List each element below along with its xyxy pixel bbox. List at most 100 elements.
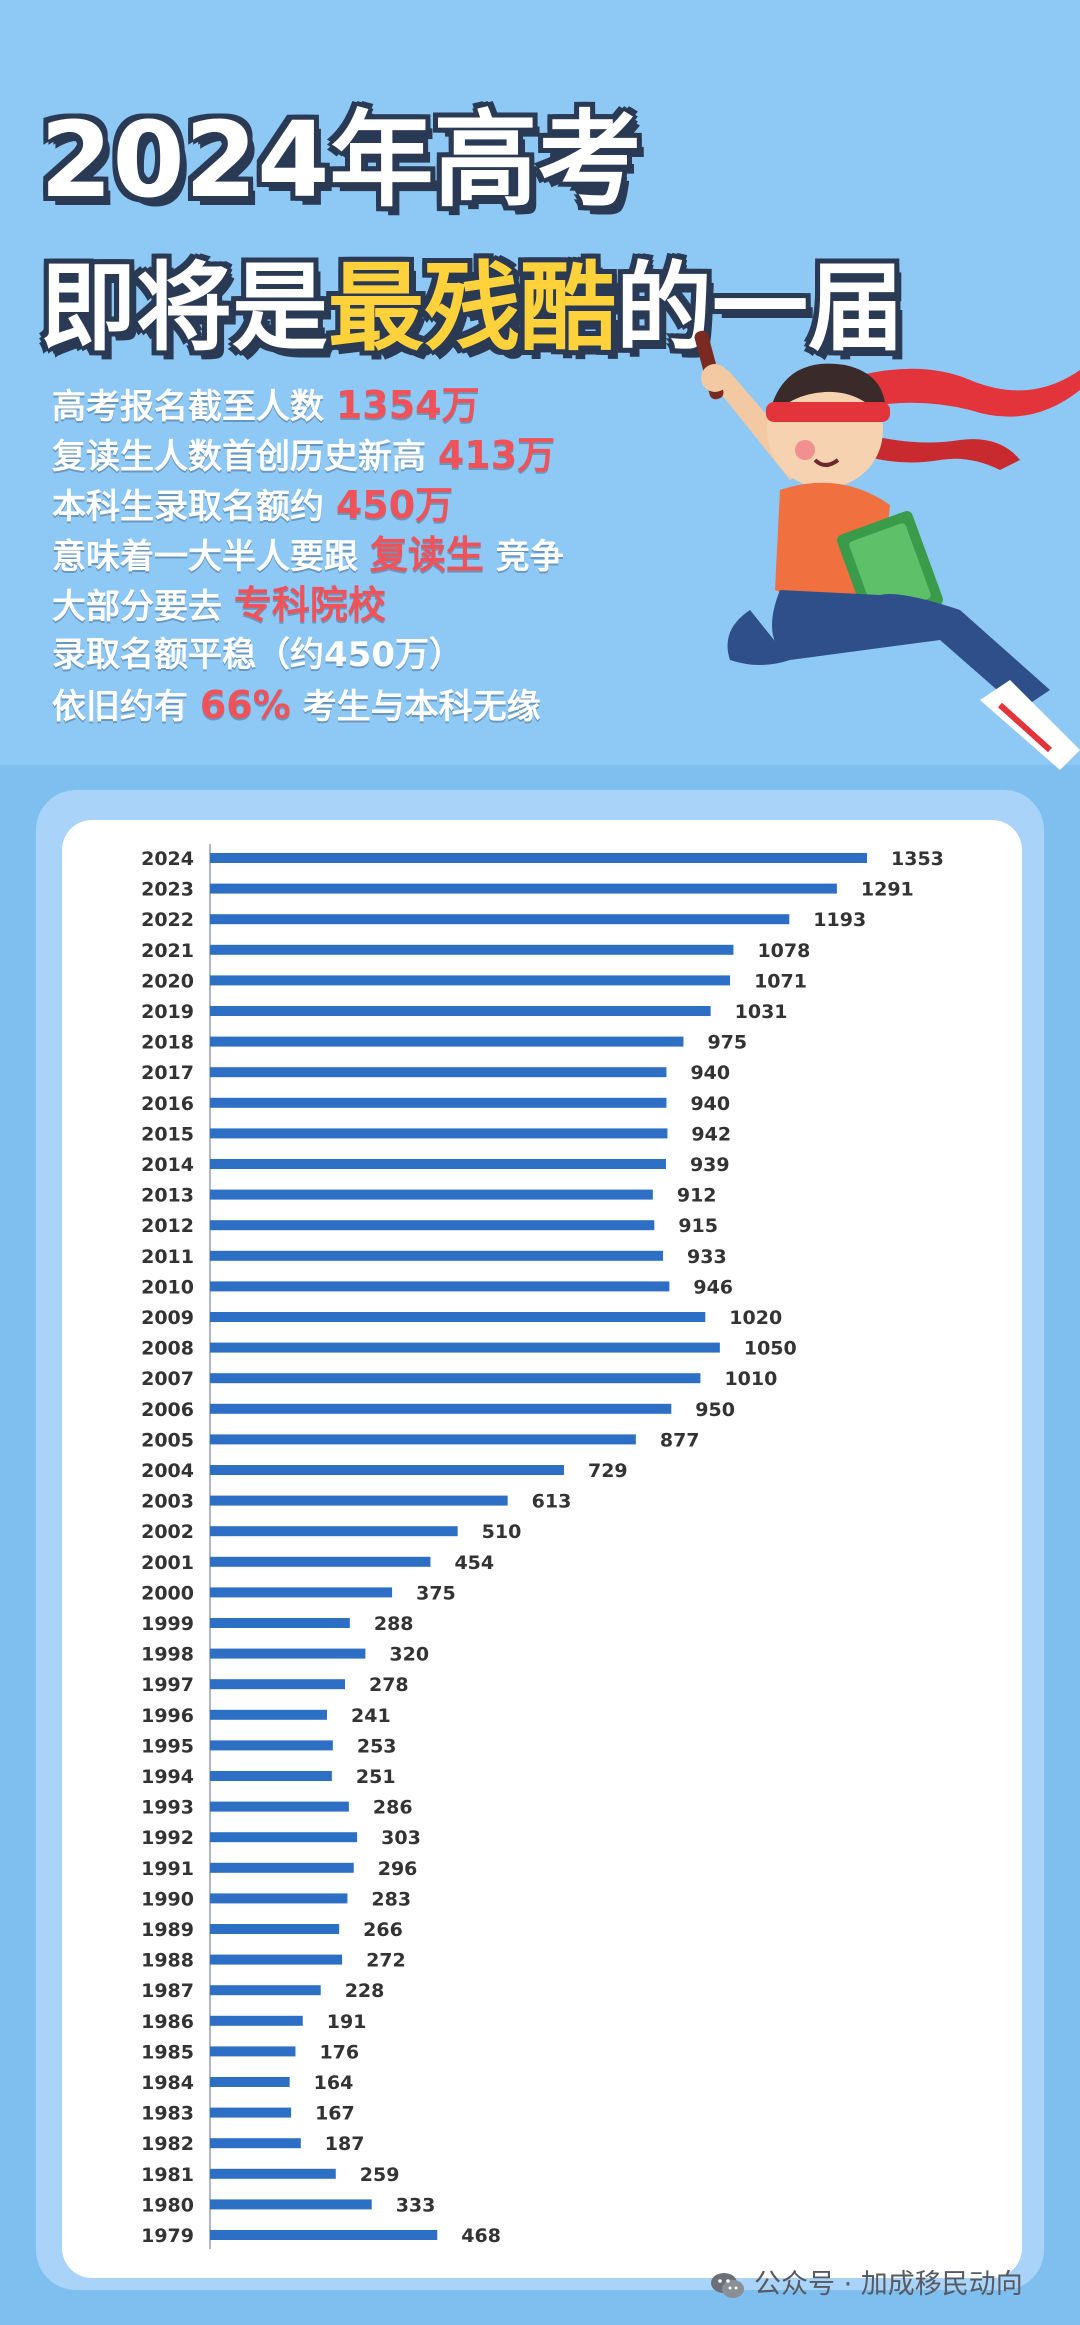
bar-1988 bbox=[210, 1954, 343, 1965]
data-label: 1353 bbox=[891, 848, 944, 870]
bar-2016 bbox=[210, 1097, 667, 1108]
bar-1994 bbox=[210, 1771, 332, 1781]
fact-line: 高考报名截至人数 1354万 bbox=[52, 380, 712, 430]
bar-2018 bbox=[210, 1036, 684, 1047]
tick-label-year: 2008 bbox=[141, 1338, 194, 1360]
title-line-2-post: 的一届 bbox=[616, 252, 904, 364]
tick-label-year: 2023 bbox=[141, 879, 194, 901]
data-label: 1193 bbox=[813, 909, 866, 931]
data-label: 939 bbox=[690, 1154, 730, 1176]
watermark-text: 公众号 · 加成移民动向 bbox=[754, 2269, 1023, 2300]
tick-label-year: 2024 bbox=[141, 848, 194, 870]
tick-label-year: 2015 bbox=[141, 1123, 194, 1145]
fact-line: 复读生人数首创历史新高 413万 bbox=[52, 430, 712, 480]
tick-label-year: 2019 bbox=[141, 1001, 194, 1023]
bar-2021 bbox=[210, 944, 734, 955]
data-label: 950 bbox=[695, 1399, 735, 1421]
tick-label-year: 2005 bbox=[141, 1429, 194, 1451]
fact-line: 本科生录取名额约 450万 bbox=[52, 480, 712, 530]
bar-2003 bbox=[210, 1495, 508, 1506]
tick-label-year: 2013 bbox=[141, 1185, 194, 1207]
bar-1996 bbox=[210, 1709, 328, 1720]
tick-label-year: 1984 bbox=[141, 2072, 194, 2094]
data-label: 278 bbox=[369, 1674, 409, 1696]
bar-2023 bbox=[210, 883, 837, 894]
tick-label-year: 2017 bbox=[141, 1062, 194, 1084]
data-label: 266 bbox=[363, 1919, 403, 1941]
data-label: 167 bbox=[315, 2103, 355, 2125]
bar-1984 bbox=[210, 2077, 290, 2087]
data-label: 251 bbox=[356, 1766, 396, 1788]
tick-label-year: 1996 bbox=[141, 1705, 194, 1727]
data-label: 333 bbox=[396, 2194, 436, 2216]
bar-1983 bbox=[210, 2107, 292, 2118]
bar-1986 bbox=[210, 2015, 303, 2026]
bar-2004 bbox=[210, 1465, 564, 1475]
data-label: 912 bbox=[677, 1185, 717, 1207]
fact-line: 意味着一大半人要跟 复读生 竞争 bbox=[52, 530, 712, 580]
tick-label-year: 2011 bbox=[141, 1246, 194, 1268]
tick-label-year: 2010 bbox=[141, 1276, 194, 1298]
tick-label-year: 1990 bbox=[141, 1888, 194, 1910]
tick-label-year: 1986 bbox=[141, 2011, 194, 2033]
header-banner: 2024年高考 即将是最残酷的一届 高考报名截至人数 1354万 复读生人数首创… bbox=[0, 0, 1080, 770]
tick-label-year: 1983 bbox=[141, 2103, 194, 2125]
bar-2011 bbox=[210, 1250, 664, 1261]
title-line-2: 即将是最残酷的一届 bbox=[40, 250, 904, 366]
data-label: 940 bbox=[690, 1093, 730, 1115]
data-label: 1031 bbox=[735, 1001, 788, 1023]
bar-1979 bbox=[210, 2230, 438, 2240]
fact-emph: 复读生 bbox=[369, 533, 484, 577]
fact-emph: 66% bbox=[199, 683, 291, 727]
data-label: 164 bbox=[314, 2072, 354, 2094]
bar-2005 bbox=[210, 1434, 636, 1445]
bar-2000 bbox=[210, 1587, 393, 1598]
bar-1989 bbox=[210, 1924, 340, 1934]
tick-label-year: 1999 bbox=[141, 1613, 194, 1635]
bar-1993 bbox=[210, 1801, 349, 1812]
tick-label-year: 1992 bbox=[141, 1827, 194, 1849]
bar-1985 bbox=[210, 2046, 296, 2057]
bar-2020 bbox=[210, 975, 731, 986]
tick-label-year: 1997 bbox=[141, 1674, 194, 1696]
bar-1990 bbox=[210, 1893, 348, 1904]
fact-tail: 竞争 bbox=[495, 537, 564, 577]
data-label: 877 bbox=[660, 1429, 700, 1451]
bar-2014 bbox=[210, 1159, 666, 1169]
fact-emph: 413万 bbox=[437, 433, 556, 477]
data-label: 1078 bbox=[757, 940, 810, 962]
tick-label-year: 2007 bbox=[141, 1368, 194, 1390]
data-label: 303 bbox=[381, 1827, 421, 1849]
data-label: 286 bbox=[373, 1797, 413, 1819]
tick-label-year: 1995 bbox=[141, 1735, 194, 1757]
data-label: 259 bbox=[360, 2164, 400, 2186]
tick-label-year: 1987 bbox=[141, 1980, 194, 2002]
data-label: 946 bbox=[693, 1276, 733, 1298]
fact-text: 本科生录取名额约 bbox=[52, 487, 324, 527]
tick-label-year: 2006 bbox=[141, 1399, 194, 1421]
data-label: 228 bbox=[345, 1980, 385, 2002]
data-label: 510 bbox=[482, 1521, 522, 1543]
data-label: 942 bbox=[691, 1123, 731, 1145]
title-highlight: 最残酷 bbox=[328, 252, 616, 364]
data-label: 940 bbox=[690, 1062, 730, 1084]
tick-label-year: 1981 bbox=[141, 2164, 194, 2186]
fact-tail: 考生与本科无缘 bbox=[302, 687, 541, 727]
bar-2022 bbox=[210, 914, 790, 925]
data-label: 915 bbox=[678, 1215, 718, 1237]
data-label: 613 bbox=[532, 1491, 572, 1513]
bar-1991 bbox=[210, 1862, 354, 1873]
tick-label-year: 2021 bbox=[141, 940, 194, 962]
data-label: 729 bbox=[588, 1460, 628, 1482]
fact-text: 复读生人数首创历史新高 bbox=[52, 437, 426, 477]
bar-2006 bbox=[210, 1403, 672, 1414]
bar-1981 bbox=[210, 2168, 336, 2179]
fact-line: 依旧约有 66% 考生与本科无缘 bbox=[52, 680, 712, 730]
fact-text: 大部分要去 bbox=[52, 587, 222, 627]
bar-2009 bbox=[210, 1312, 706, 1322]
bar-2010 bbox=[210, 1281, 670, 1292]
data-label: 296 bbox=[378, 1858, 418, 1880]
tick-label-year: 2003 bbox=[141, 1491, 194, 1513]
tick-label-year: 1979 bbox=[141, 2225, 194, 2247]
tick-label-year: 2016 bbox=[141, 1093, 194, 1115]
